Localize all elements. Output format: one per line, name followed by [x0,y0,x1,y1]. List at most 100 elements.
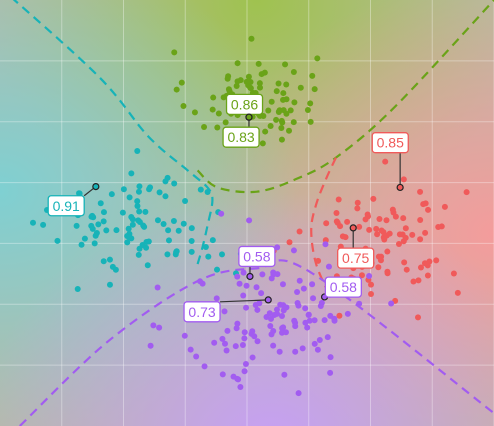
data-point-green [290,69,297,76]
data-point-green [280,96,287,103]
data-point-green [314,55,321,62]
data-point-green [279,119,286,126]
data-point-teal [106,281,113,288]
data-point-purple [181,332,188,339]
data-point-red [424,272,431,279]
data-point-teal [175,227,182,234]
data-point-green [297,84,304,91]
annotation: 0.83 [222,113,260,148]
data-point-green [256,80,263,87]
data-point-red [417,264,424,271]
data-point-green [282,61,289,68]
annotation-point [396,183,404,192]
data-point-purple [241,335,248,342]
data-point-teal [173,248,180,255]
data-point-green [275,80,282,87]
data-point-green [209,106,216,113]
data-point-teal [142,208,149,215]
data-point-teal [154,217,161,224]
data-point-red [384,270,391,277]
data-point-purple [218,210,225,217]
data-point-purple [239,342,246,349]
data-point-purple [311,340,318,347]
data-point-teal [136,245,143,252]
boundary-line [196,0,494,194]
annotation: 0.85 [371,132,409,192]
data-point-teal [209,237,216,244]
data-point-purple [213,295,220,302]
data-point-purple [281,304,288,311]
annotation: 0.73 [183,296,272,323]
data-point-green [283,81,290,88]
data-point-purple [223,347,230,354]
data-point-teal [162,178,169,185]
data-point-teal [100,218,107,225]
data-point-teal [214,266,221,273]
annotation-label: 0.75 [342,250,369,266]
annotations: 0.86 0.83 0.85 0.91 0.58 0.75 0.58 0.73 [47,93,409,323]
data-point-red [377,257,384,264]
data-point-red [373,225,380,232]
data-point-green [225,73,232,80]
data-point-green [286,127,293,134]
data-point-red [425,206,432,213]
data-point-red [286,239,293,246]
data-point-purple [154,284,161,291]
data-point-red [382,158,389,165]
data-point-red [438,223,445,230]
data-point-purple [273,306,280,313]
data-point-teal [128,170,135,177]
data-point-purple [201,363,208,370]
data-point-purple [324,334,331,341]
data-point-teal [129,221,136,228]
data-point-purple [309,281,316,288]
data-points [29,35,470,397]
data-point-purple [193,353,200,360]
data-point-red [335,196,342,203]
data-point-purple [314,346,321,353]
data-point-red [454,289,461,296]
data-point-green [173,86,180,93]
data-point-green [255,60,262,67]
data-point-purple [246,217,253,224]
data-point-teal [135,251,142,258]
data-point-green [273,88,280,95]
data-point-purple [199,280,206,287]
data-point-purple [278,313,285,320]
data-point-purple [243,304,250,311]
annotation-label: 0.58 [243,248,270,264]
data-point-purple [156,324,163,331]
data-point-purple [276,348,283,355]
data-point-purple [282,329,289,336]
data-point-purple [268,275,275,282]
data-point-red [354,205,361,212]
data-point-red [336,312,343,319]
annotation-point [264,296,272,304]
data-point-teal [126,194,133,201]
annotation-label-box [225,93,264,116]
data-point-green [265,107,272,114]
data-point-purple [267,323,274,330]
data-point-teal [128,214,135,221]
data-point-green [311,86,318,93]
data-point-teal [100,258,107,265]
data-point-teal [197,186,204,193]
data-point-teal [188,248,195,255]
data-point-red [386,230,393,237]
data-point-red [375,264,382,271]
data-point-teal [54,237,61,244]
data-point-green [307,118,314,125]
data-point-purple [316,336,323,343]
data-point-red [384,248,391,255]
data-point-teal [124,239,131,246]
data-point-purple [274,244,281,251]
data-point-teal [74,285,81,292]
data-point-green [247,78,254,85]
data-point-red [365,213,372,220]
data-point-purple [240,269,247,276]
data-point-red [402,225,409,232]
data-point-green [283,110,290,117]
data-point-red [395,241,402,248]
